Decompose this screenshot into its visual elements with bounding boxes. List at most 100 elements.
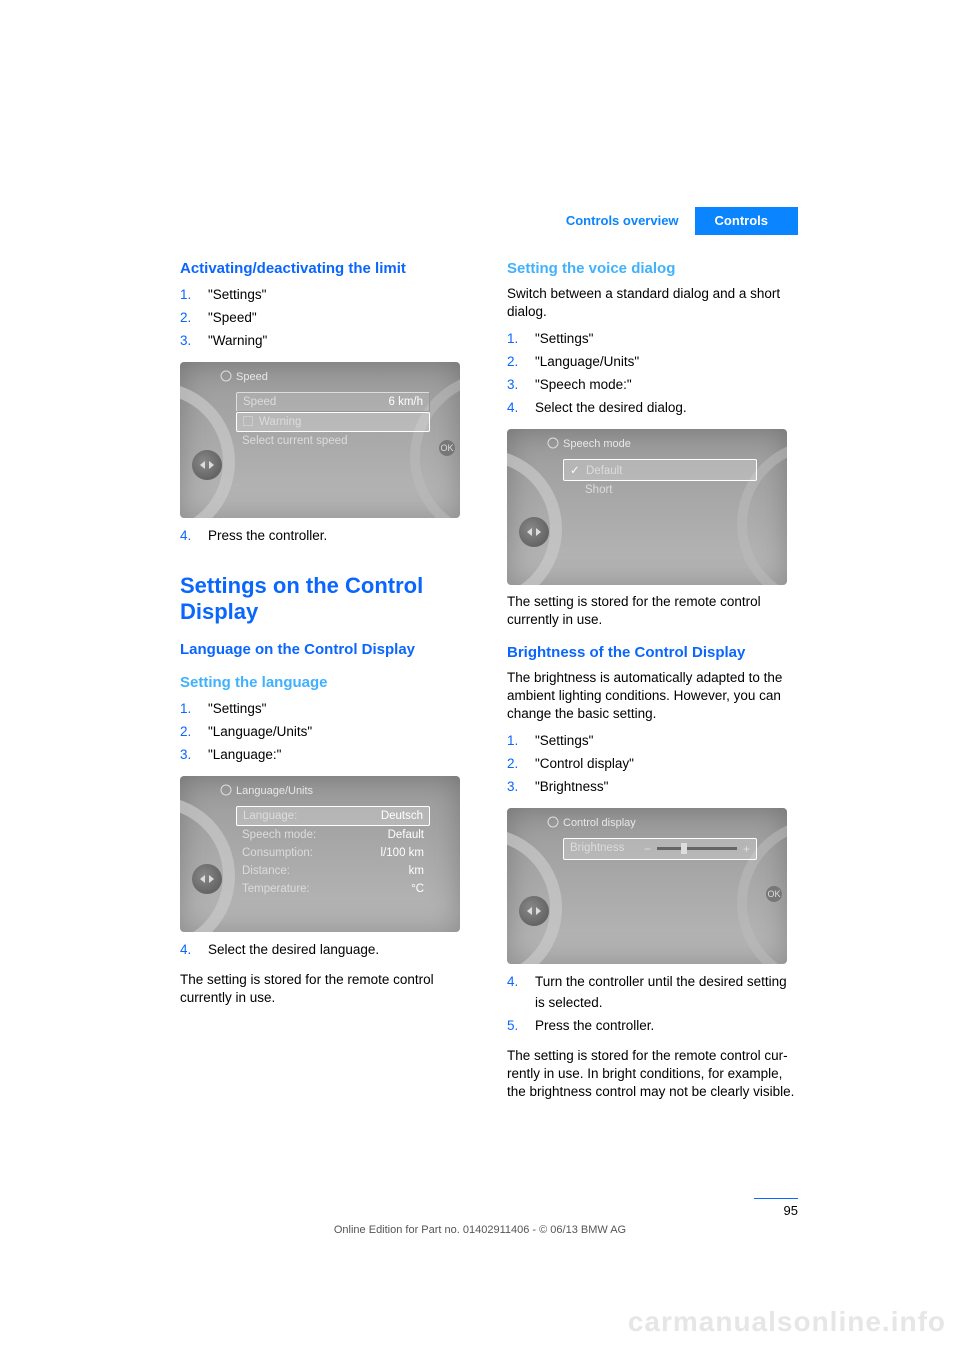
shot-title: Control display [547,816,777,829]
step-number: 4. [507,398,525,419]
heading-setting-language: Setting the language [180,674,471,691]
step-number: 2. [180,308,198,329]
step-number: 2. [180,722,198,743]
row-label: Short [569,484,613,496]
step-text: "Language/Units" [535,352,798,373]
step-number: 3. [180,331,198,352]
menu-row: Warning [236,412,430,432]
shot-title-text: Speech mode [563,438,631,450]
menu-row: Select current speed [236,432,430,450]
step-number: 2. [507,754,525,775]
row-label: Select current speed [242,435,347,447]
menu-row: Brightness −+ [563,838,757,860]
breadcrumb-section: Controls overview [550,207,695,235]
row-label: Language: [243,810,297,822]
step-text: "Language:" [208,745,471,766]
row-value: 6 km/h [388,396,423,408]
shot-menu: Speed 6 km/h Warning Select current speed [236,392,430,450]
intro-brightness: The brightness is automatically adapted … [507,669,798,724]
menu-row: Speech mode: Default [236,826,430,844]
steps-limit-a: 1."Settings" 2."Speed" 3."Warning" [180,285,471,352]
step-text: Select the desired dialog. [535,398,798,419]
shot-title-text: Language/Units [236,785,313,797]
step-text: "Settings" [208,699,471,720]
row-label: Temperature: [242,883,310,895]
menu-row: Temperature: °C [236,880,430,898]
page-number-rule [754,1198,798,1200]
menu-row: Distance: km [236,862,430,880]
steps-brightness-b: 4.Turn the controller until the desired … [507,972,798,1037]
steps-language-b: 4.Select the desired language. [180,940,471,961]
ok-icon: OK [766,886,782,902]
step-text: Turn the controller until the desired se… [535,972,798,1014]
left-column: Activating/deactivating the limit 1."Set… [180,260,471,1101]
menu-row: ✓Default [563,459,757,481]
row-label: Consumption: [242,847,313,859]
step-number: 1. [507,329,525,350]
shot-title: Speech mode [547,437,777,450]
step-text: "Settings" [535,329,798,350]
step-text: "Settings" [535,731,798,752]
step-number: 3. [507,375,525,396]
note-remote-stored: The setting is stored for the remote con… [180,971,471,1007]
step-number: 1. [507,731,525,752]
menu-row: Speed 6 km/h [236,392,430,412]
shot-menu: ✓Default Short [563,459,757,499]
footer-text: Online Edition for Part no. 01402911406 … [0,1224,960,1236]
step-text: Press the controller. [208,526,471,547]
step-text: "Speed" [208,308,471,329]
menu-row: Short [563,481,757,499]
note-remote-stored: The setting is stored for the remote con… [507,593,798,629]
row-label: Brightness [570,842,624,856]
controller-knob-icon [519,896,549,926]
step-number: 1. [180,285,198,306]
row-label: Warning [243,416,301,428]
shot-title-text: Speed [236,371,268,383]
steps-language-a: 1."Settings" 2."Language/Units" 3."Langu… [180,699,471,766]
content-columns: Activating/deactivating the limit 1."Set… [180,260,798,1101]
minus-icon: − [644,842,651,856]
step-number: 4. [507,972,525,1014]
step-number: 3. [180,745,198,766]
row-label: Speech mode: [242,829,316,841]
step-text: "Warning" [208,331,471,352]
row-value: Default [388,829,424,841]
step-number: 4. [180,526,198,547]
screenshot-speech-mode: Speech mode ✓Default Short [507,429,787,585]
checkbox-icon [243,416,253,426]
shot-title: Speed [220,370,450,383]
heading-brightness: Brightness of the Control Display [507,644,798,661]
steps-limit-b: 4. Press the controller. [180,526,471,547]
screenshot-speed: OK Speed Speed 6 km/h Warning Select curr… [180,362,460,518]
heading-setting-voice-dialog: Setting the voice dialog [507,260,798,277]
slider-thumb [681,843,687,854]
page-number-wrap: 95 [754,1198,798,1219]
row-label: ✓Default [570,463,622,477]
step-number: 3. [507,777,525,798]
breadcrumb-chapter: Controls [695,207,798,235]
shot-menu: Language: Deutsch Speech mode: Default Con… [236,806,430,898]
page-number: 95 [754,1203,798,1218]
row-label: Speed [243,396,276,408]
shot-title: Language/Units [220,784,450,797]
watermark: carmanualsonline.info [628,1306,946,1338]
heading-settings-control-display: Settings on the Control Display [180,573,471,626]
row-label: Distance: [242,865,290,877]
row-value: km [409,865,424,877]
controller-knob-icon [519,517,549,547]
steps-voice-a: 1."Settings" 2."Language/Units" 3."Speec… [507,329,798,419]
brightness-slider: −+ [644,842,750,856]
step-text: Press the controller. [535,1016,798,1037]
ok-icon: OK [439,440,455,456]
note-brightness: The setting is stored for the remote con… [507,1047,798,1102]
screenshot-control-display: OK Control display Brightness −+ [507,808,787,964]
step-text: "Control display" [535,754,798,775]
step-text: "Language/Units" [208,722,471,743]
screenshot-language-units: Language/Units Language: Deutsch Speech m… [180,776,460,932]
row-value: l/100 km [381,847,424,859]
check-icon: ✓ [570,463,582,477]
menu-row: Language: Deutsch [236,806,430,826]
step-text: Select the desired language. [208,940,471,961]
row-value: Deutsch [381,810,423,822]
row-value: °C [411,883,424,895]
